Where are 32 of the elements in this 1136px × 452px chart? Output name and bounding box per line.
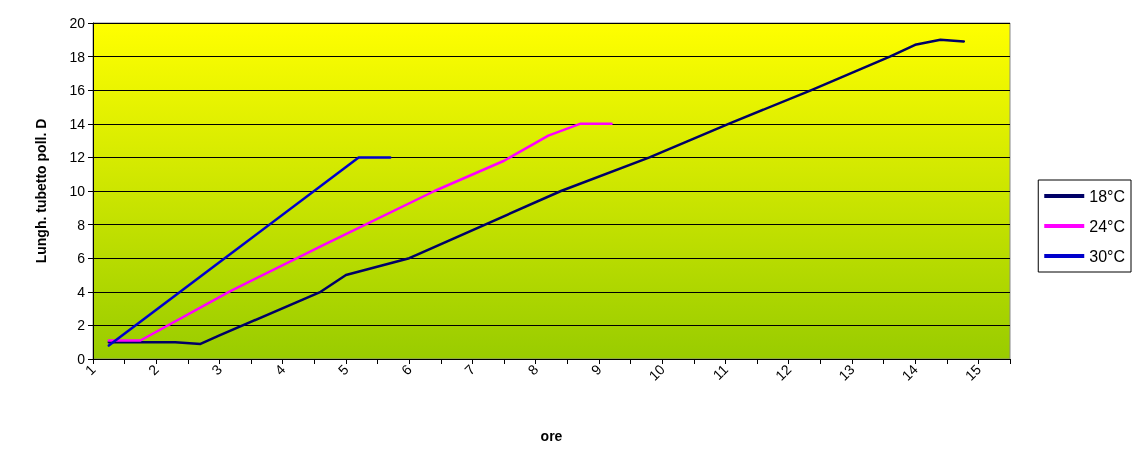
y-tick-label: 18 [69, 48, 86, 65]
y-tick-label: 14 [69, 115, 86, 132]
x-tick-label: 6 [398, 361, 416, 379]
y-tick-label: 16 [69, 82, 86, 99]
y-tick-label: 0 [77, 351, 86, 367]
x-tick-label: 15 [961, 361, 985, 384]
y-tick-label: 10 [69, 183, 86, 199]
x-tick-label: 12 [771, 361, 795, 384]
x-tick-label: 13 [835, 361, 858, 384]
x-tick-label: 5 [334, 361, 352, 379]
legend-label: 18°C [1089, 187, 1125, 205]
x-axis-title: ore [540, 428, 563, 444]
x-tick-label: 9 [587, 361, 605, 379]
x-tick-label: 3 [208, 361, 226, 379]
x-tick-label: 14 [898, 361, 921, 384]
legend-label: 30°C [1089, 247, 1125, 265]
x-tick-label: 2 [145, 361, 163, 379]
legend-label: 24°C [1089, 217, 1125, 235]
y-axis-title: Lungh. tubetto poll. D [33, 118, 49, 264]
line-series [107, 38, 966, 346]
x-tick-label: 11 [709, 361, 732, 383]
x-tick-label: 7 [461, 361, 479, 379]
x-tick-label: 10 [645, 361, 668, 384]
y-tick-label: 4 [77, 283, 86, 300]
y-tick-label: 8 [77, 216, 86, 233]
y-tick-label: 2 [77, 317, 86, 334]
x-tick-label: 8 [524, 361, 542, 379]
y-tick-label: 6 [77, 250, 86, 267]
y-tick-label: 20 [69, 15, 86, 31]
line-series [107, 122, 613, 342]
x-tick-label: 4 [271, 361, 289, 379]
y-tick-label: 12 [69, 149, 86, 166]
